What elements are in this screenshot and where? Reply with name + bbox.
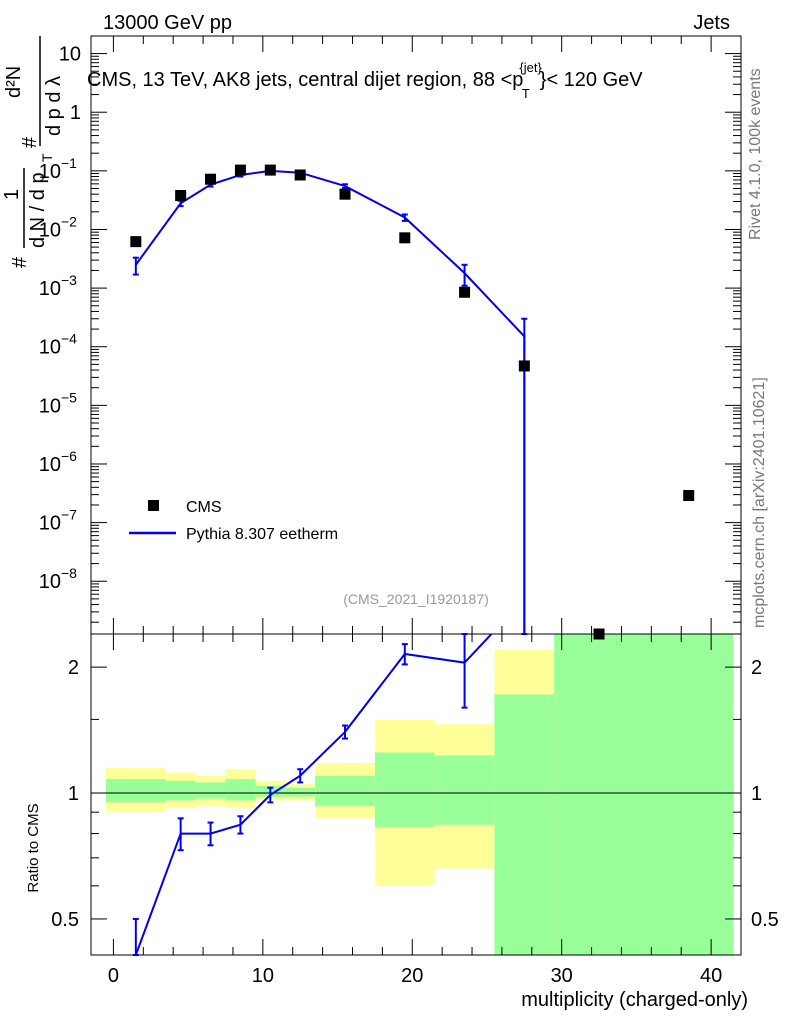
ylabel-sub-T: T [39, 153, 55, 162]
main-ytick-sup-7: −6 [61, 448, 77, 464]
x-axis-label: multiplicity (charged-only) [521, 989, 748, 1011]
main-ytick-label-0: 10 [59, 44, 81, 66]
ratio-ytick-label-right-1: 1 [751, 783, 762, 805]
ratio-xtick-label-1: 10 [252, 965, 274, 987]
ratio-series [132, 633, 493, 956]
main-ytick-label-4: 10 [39, 278, 61, 300]
cms-point [399, 232, 411, 244]
legend: CMS Pythia 8.307 eetherm [129, 499, 338, 543]
legend-cms-label: CMS [186, 499, 222, 516]
main-ytick-label-6: 10 [39, 395, 61, 417]
main-ytick-sup-6: −5 [61, 389, 77, 405]
cms-point [339, 188, 351, 200]
band-inner-0 [105, 779, 166, 803]
title-text: CMS, 13 TeV, AK8 jets, central dijet reg… [87, 69, 512, 91]
header-left: 13000 GeV pp [103, 12, 232, 34]
main-ytick-label-8: 10 [39, 513, 61, 535]
main-ytick-label-1: 1 [70, 102, 81, 124]
ylabel-one: 1 [1, 189, 23, 200]
ratio-ytick-label-right-0: 0.5 [751, 909, 779, 931]
band-inner-7 [374, 752, 435, 827]
ratio-xtick-label-3: 30 [551, 965, 573, 987]
main-ytick-label-7: 10 [39, 454, 61, 476]
cms-point [459, 286, 471, 298]
band-inner-2 [195, 782, 226, 799]
main-ytick-label-5: 10 [39, 337, 61, 359]
band-inner-6 [315, 775, 375, 807]
cms-point [518, 360, 530, 372]
ratio-ylabel: Ratio to CMS [25, 803, 42, 892]
ratio-xtick-label-2: 20 [401, 965, 423, 987]
ratio-ytick-label-2: 2 [68, 657, 79, 679]
main-ytick-label-9: 10 [39, 571, 61, 593]
main-ylabel: # 1 d N / d p T # d²N d p d λ [1, 36, 65, 268]
title-p: p [512, 69, 523, 91]
cms-point [205, 173, 217, 185]
ylabel-hash1: # [9, 256, 31, 268]
analysis-ref: (CMS_2021_I1920187) [343, 591, 489, 607]
title-sub: T [522, 86, 530, 101]
cms-point [130, 236, 142, 248]
ylabel-dN-dpT: d N / d p [27, 172, 49, 248]
cms-point [264, 164, 276, 176]
ratio-frame [90, 633, 742, 956]
cms-point [234, 164, 246, 176]
main-ytick-sup-3: −2 [61, 213, 77, 229]
main-ytick-sup-4: −3 [61, 272, 77, 288]
legend-cms-marker [148, 500, 159, 511]
ylabel-dpT-dlambda: d p d λ [43, 76, 65, 136]
cms-point [294, 169, 306, 181]
cms-point [683, 489, 695, 501]
title-sup: {jet} [519, 60, 542, 75]
ratio-ytick-label-right-2: 2 [751, 657, 762, 679]
cms-point [175, 189, 187, 201]
band-inner-10 [554, 634, 734, 955]
band-inner-1 [165, 780, 196, 801]
main-ytick-label-2: 10 [39, 161, 61, 183]
ratio-xtick-label-0: 0 [108, 965, 119, 987]
ylabel-num: # [19, 136, 41, 148]
main-ytick-sup-9: −8 [61, 565, 77, 581]
main-ytick-sup-2: −1 [61, 155, 77, 171]
mcplots-label: mcplots.cern.ch [arXiv:2401.10621] [751, 377, 768, 628]
ratio-ytick-label-1: 1 [68, 783, 79, 805]
main-ytick-sup-5: −4 [61, 331, 77, 347]
cms-point [593, 628, 605, 640]
band-inner-5 [285, 787, 316, 797]
main-title: CMS, 13 TeV, AK8 jets, central dijet reg… [87, 60, 643, 101]
rivet-label: Rivet 4.1.0, 100k events [747, 68, 764, 240]
ratio-xtick-label-4: 40 [700, 965, 722, 987]
header-right: Jets [693, 12, 730, 34]
band-inner-3 [225, 779, 256, 801]
ratio-ytick-label-0: 0.5 [51, 909, 79, 931]
ylabel-d2N: d²N [3, 66, 25, 98]
title-end: }< 120 GeV [540, 69, 644, 91]
band-inner-9 [494, 694, 555, 955]
band-inner-8 [434, 755, 495, 825]
main-series [130, 164, 695, 640]
ratio-uncertainty-bands [105, 634, 734, 955]
pythia-line [135, 169, 526, 634]
legend-pythia-label: Pythia 8.307 eetherm [186, 526, 338, 543]
ratio-line [134, 633, 493, 956]
main-ytick-sup-8: −7 [61, 507, 77, 523]
main-frame [90, 35, 742, 635]
main-ytick-label-3: 10 [39, 219, 61, 241]
ratio-axes: 0.5 0.51 12 20 10 20 30 40 [51, 633, 779, 987]
